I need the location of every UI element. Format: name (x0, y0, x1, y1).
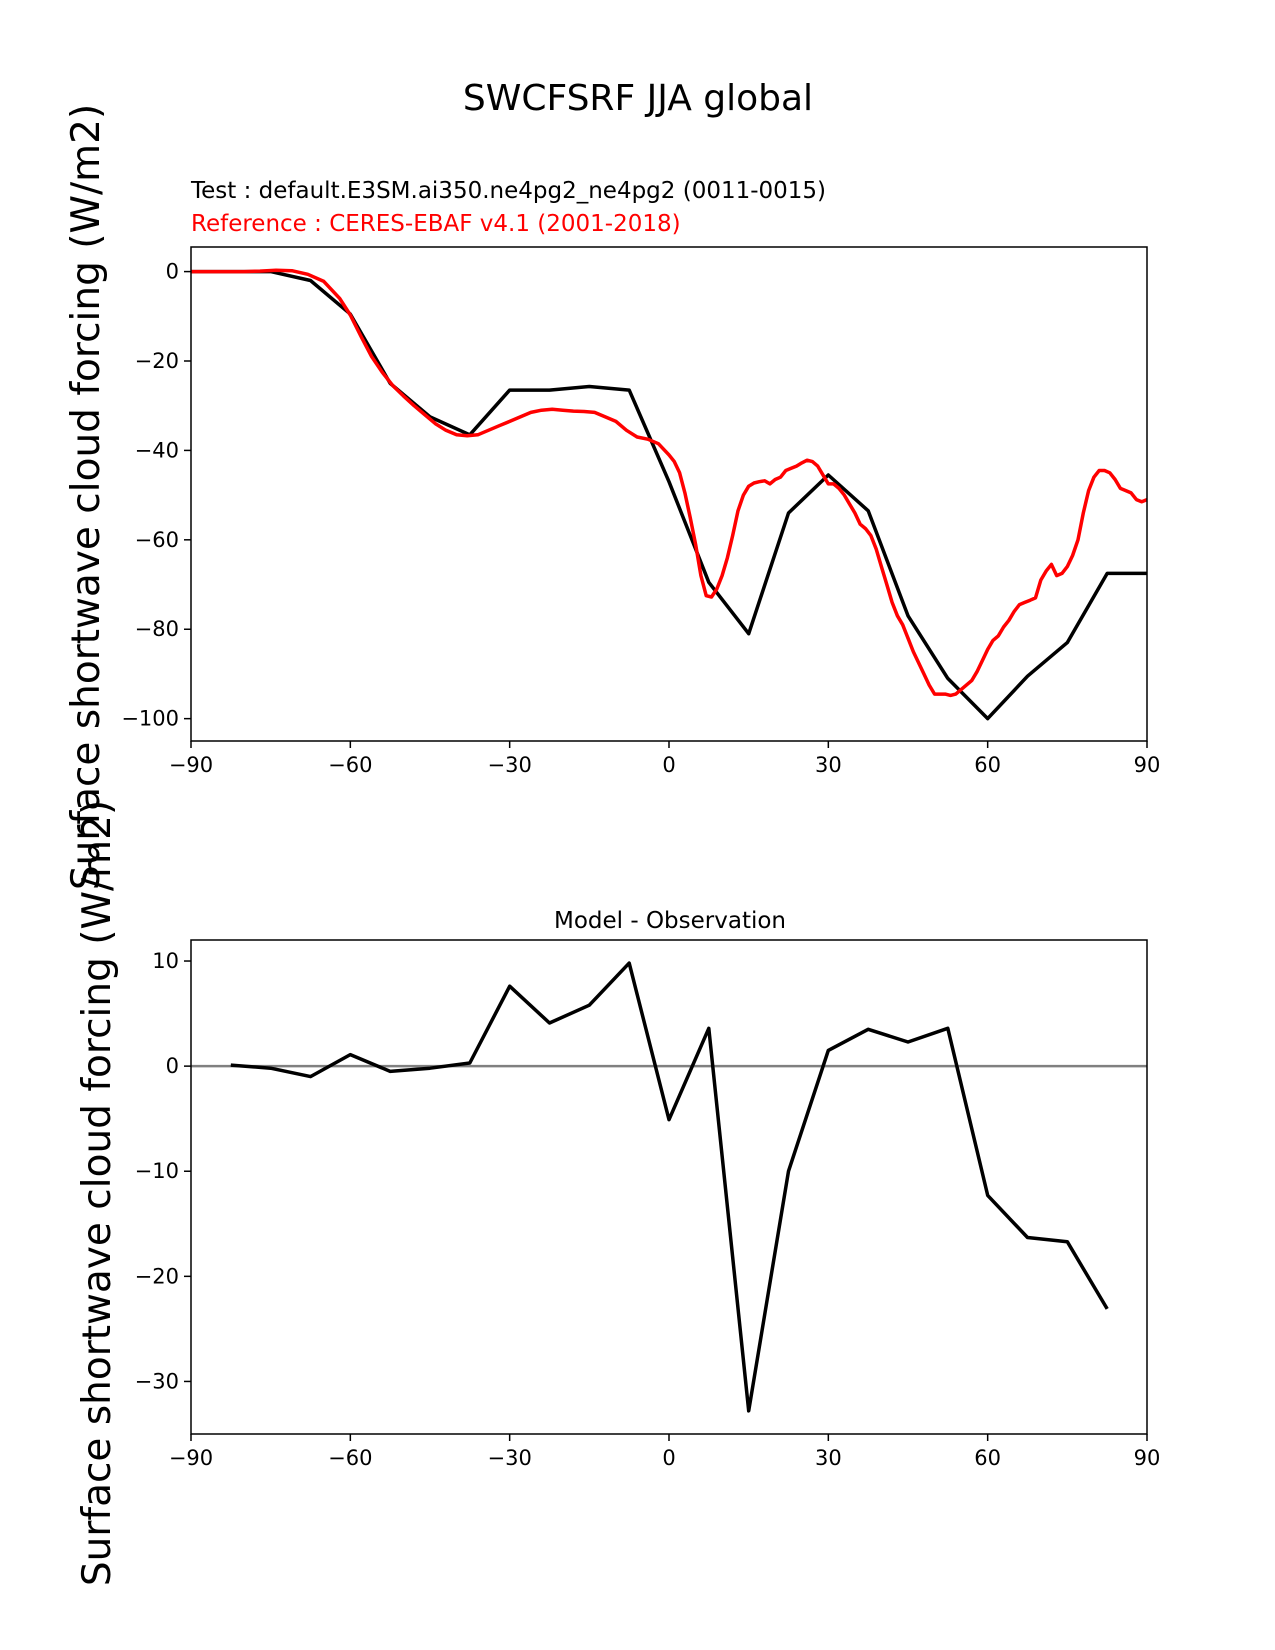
reference-title: Reference : CERES-EBAF v4.1 (2001-2018) (191, 211, 681, 237)
top-y-tick-label: −60 (135, 528, 179, 552)
bottom-x-tick-label: 30 (815, 1446, 842, 1470)
top-x-tick-label: 0 (662, 753, 675, 777)
bottom-y-tick-label: 10 (152, 949, 179, 973)
bottom-y-tick-label: −10 (135, 1159, 179, 1183)
top-x-tick-label: −30 (488, 753, 532, 777)
bottom-x-tick-label: −60 (328, 1446, 372, 1470)
bottom-x-tick-label: 0 (662, 1446, 675, 1470)
bottom-x-tick-label: −30 (488, 1446, 532, 1470)
top-y-axis-label: Surface shortwave cloud forcing (W/m2) (64, 104, 109, 890)
bottom-y-axis-label: Surface shortwave cloud forcing (W/m2) (75, 800, 120, 1586)
diff-title: Model - Observation (554, 908, 786, 934)
bottom-series-test-line (230, 961, 1109, 1413)
bottom-y-tick-label: 0 (166, 1054, 179, 1078)
top-panel: Test : default.E3SM.ai350.ne4pg2_ne4pg2 … (64, 104, 1160, 890)
top-x-tick-label: 60 (974, 753, 1001, 777)
bottom-x-tick-label: 60 (974, 1446, 1001, 1470)
top-series-reference-line (191, 268, 1148, 698)
bottom-x-tick-label: 90 (1134, 1446, 1161, 1470)
figure-suptitle: SWCFSRF JJA global (463, 78, 813, 119)
test-title: Test : default.E3SM.ai350.ne4pg2_ne4pg2 … (190, 178, 826, 204)
top-x-tick-label: −90 (169, 753, 213, 777)
bottom-x-tick-label: −90 (169, 1446, 213, 1470)
top-x-tick-label: 30 (815, 753, 842, 777)
bottom-y-tick-label: −30 (135, 1369, 179, 1393)
top-y-tick-label: −100 (121, 707, 179, 731)
bottom-panel: Model - Observation −90 −60 −30 0 30 60 90 10 0 −… (75, 800, 1160, 1586)
top-x-tick-label: −60 (328, 753, 372, 777)
top-y-tick-label: 0 (166, 260, 179, 284)
bottom-y-tick-label: −20 (135, 1264, 179, 1288)
top-y-tick-label: −80 (135, 617, 179, 641)
top-y-tick-label: −20 (135, 349, 179, 373)
top-x-tick-label: 90 (1134, 753, 1161, 777)
top-y-tick-label: −40 (135, 438, 179, 462)
